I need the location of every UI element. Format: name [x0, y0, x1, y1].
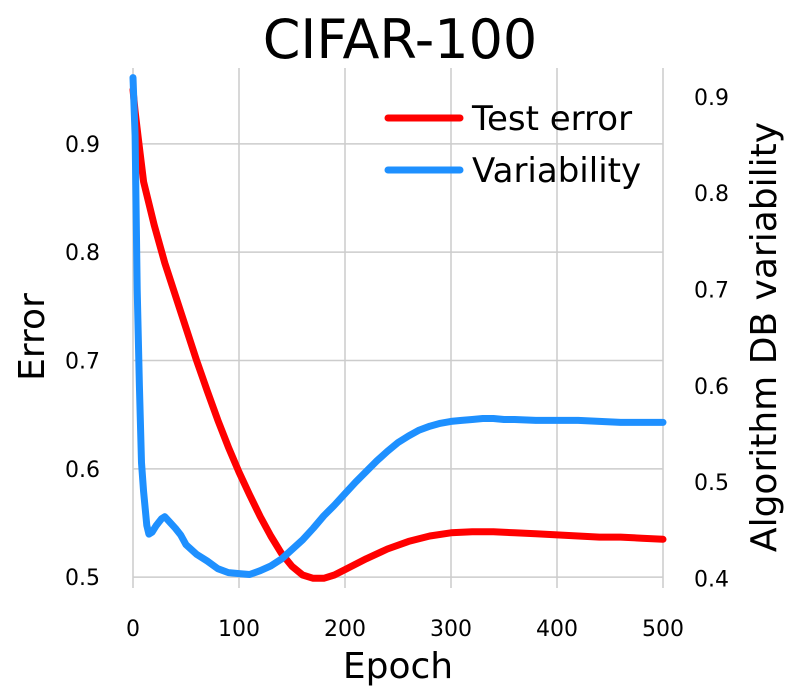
y2-tick-label: 0.5 — [694, 471, 729, 496]
y2-axis-ticks: 0.4 0.5 0.6 0.7 0.8 0.9 — [694, 86, 729, 592]
y-tick-label: 0.5 — [65, 566, 100, 591]
y-tick-label: 0.7 — [65, 350, 100, 375]
x-tick-label: 300 — [430, 617, 472, 642]
series-line-variability — [129, 74, 667, 578]
y-axis-label: Error — [12, 293, 53, 381]
legend: Test error Variability — [384, 99, 641, 191]
legend-label-variability: Variability — [472, 151, 641, 191]
x-tick-label: 0 — [126, 617, 140, 642]
chart-title: CIFAR-100 — [263, 8, 538, 71]
y-axis-ticks: 0.5 0.6 0.7 0.8 0.9 — [65, 133, 100, 591]
y-tick-label: 0.9 — [65, 133, 100, 158]
y2-axis-label: Algorithm DB variability — [744, 122, 785, 552]
y2-tick-label: 0.8 — [694, 182, 729, 207]
x-axis-ticks: 0 100 200 300 400 500 — [126, 617, 684, 642]
series-layer — [129, 74, 667, 582]
legend-label-test-error: Test error — [471, 99, 632, 139]
x-tick-label: 100 — [218, 617, 260, 642]
y-tick-label: 0.8 — [65, 241, 100, 266]
y2-tick-label: 0.9 — [694, 86, 729, 111]
x-tick-label: 200 — [324, 617, 366, 642]
y2-tick-label: 0.6 — [694, 375, 729, 400]
y2-tick-label: 0.7 — [694, 278, 729, 303]
grid — [132, 68, 664, 588]
x-axis-label: Epoch — [343, 646, 453, 687]
y-tick-label: 0.6 — [65, 458, 100, 483]
series-line-test-error — [129, 86, 667, 582]
y2-tick-label: 0.4 — [694, 567, 729, 592]
x-tick-label: 500 — [642, 617, 684, 642]
x-tick-label: 400 — [536, 617, 578, 642]
